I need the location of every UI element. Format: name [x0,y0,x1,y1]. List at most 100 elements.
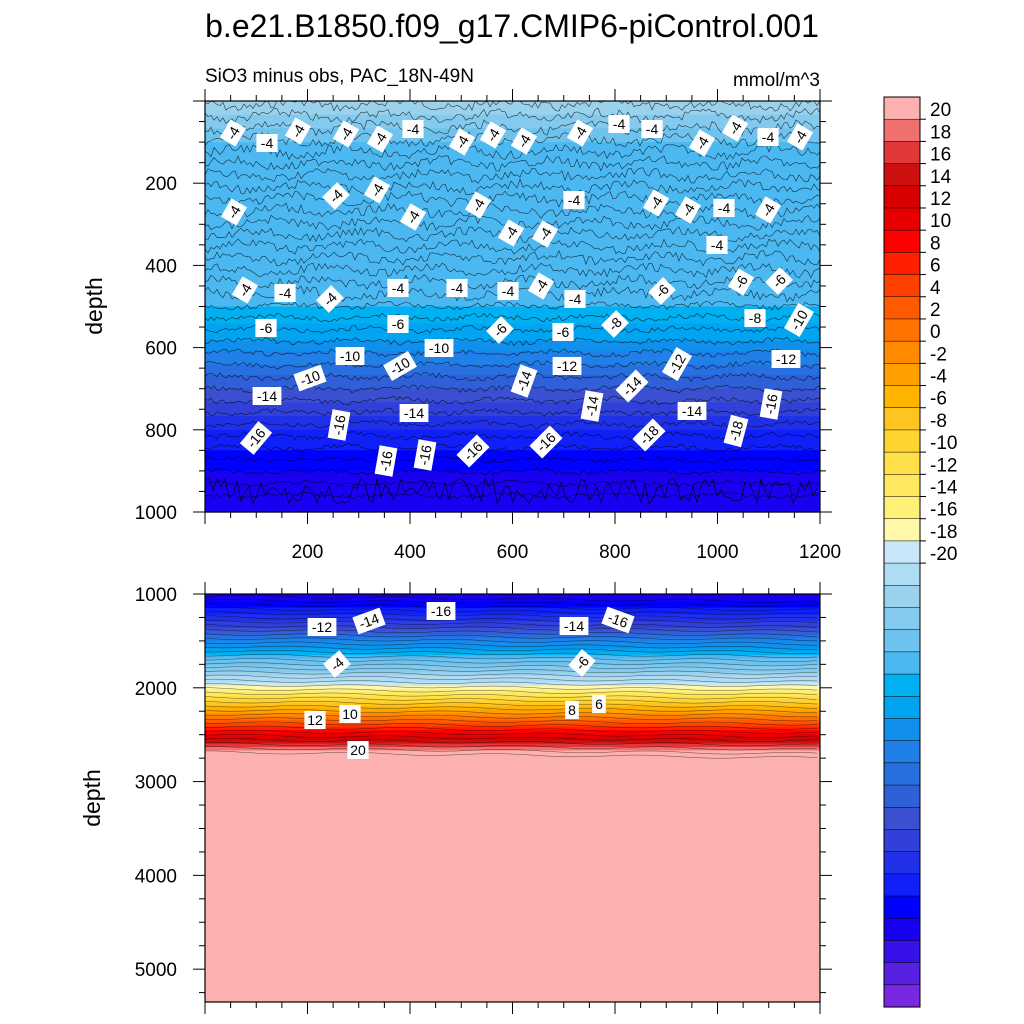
colorbar-box [883,385,921,409]
contour-label: -4 [231,276,259,304]
contour-label: -14 [352,607,386,635]
contour-band [205,505,820,510]
contour-label-text: -14 [513,369,535,394]
contour-line [204,696,818,705]
contour-band [205,777,820,782]
contour-band [205,750,820,755]
contour-band [205,255,820,260]
contour-label-box [374,445,398,477]
contour-label-text: -12 [557,358,577,374]
contour-line [204,709,818,718]
contour-band [205,477,820,482]
contour-band [205,166,820,171]
contour-label-box [662,347,692,381]
contour-line [204,348,821,358]
colorbar-label: -4 [930,367,947,388]
colorbar-box [883,585,921,609]
contour-label-box [632,418,666,452]
subtitle-left: SiO3 minus obs, PAC_18N-49N [205,66,474,87]
contour-label: -6 [486,316,514,344]
contour-label: -4 [220,198,248,226]
contour-label: -6 [765,267,793,295]
contour-label-box [510,364,538,398]
contour-label-box [568,649,596,677]
contour-band [205,879,820,884]
contour-line [204,301,821,311]
contour-band [205,392,820,397]
contour-band [205,460,820,465]
contour-line [204,190,821,208]
colorbar-box [883,318,921,342]
contour-line [204,705,818,714]
contour-band [205,347,820,352]
contour-band [205,852,820,857]
contour-band [205,893,820,898]
contour-band [205,268,820,273]
contour-label-text: -18 [726,419,747,443]
contour-band [205,651,820,656]
figure-title: b.e21.B1850.f09_g17.CMIP6-piControl.001 [205,8,819,44]
contour-label-text: -4 [718,200,731,216]
contour-band [205,138,820,143]
contour-label-box [255,319,277,337]
colorbar-box [883,873,921,897]
colorbar-box [883,673,921,697]
colorbar-box [883,895,921,919]
contour-band [205,196,820,201]
contour-label: -4 [608,115,630,133]
x-tick-label: 600 [497,542,529,563]
contour-band [205,998,820,1003]
contour-band [205,781,820,785]
contour-line [204,603,818,612]
contour-band [205,764,820,768]
contour-band [205,303,820,308]
colorbar-label: 0 [930,322,941,343]
contour-line [204,178,821,196]
contour-band [205,889,820,894]
contour-label: -16 [327,409,351,441]
contour-label-text: -6 [260,320,273,336]
colorbar-label: 14 [930,167,952,188]
contour-band [205,313,820,318]
contour-band [205,665,820,670]
contour-band [205,954,820,959]
contour-label-box [456,434,490,468]
contour-band [205,210,820,215]
contour-band [205,934,820,938]
contour-band [205,145,820,150]
contour-band [205,903,820,908]
colorbar-box [883,940,921,964]
contour-label-box [641,120,663,138]
contour-band [205,964,820,969]
contour-label-text: -12 [312,619,332,635]
x-tick-label: 400 [394,542,426,563]
contour-band [205,179,820,184]
contour-label: -4 [531,220,559,248]
contour-label-text: -6 [392,316,405,332]
contour-band [205,508,820,513]
contour-label: -4 [284,117,312,145]
contour-label-text: -14 [564,618,584,634]
contour-label-box [219,119,247,147]
contour-band [205,155,820,160]
contour-label-text: -14 [682,403,702,419]
contour-line [204,155,821,172]
contour-label: -4 [387,279,409,297]
contour-band [205,176,820,181]
contour-label: -4 [497,219,525,247]
contour-label: -6 [552,323,574,341]
contour-band [205,217,820,222]
contour-band [205,811,820,816]
contour-band [205,692,820,697]
y-tick-label: 5000 [135,960,177,981]
contour-line [204,131,821,148]
colorbar-label: -12 [930,455,957,476]
contour-label: -4 [641,120,663,138]
contour-band [205,433,820,438]
contour-label-box [335,347,365,365]
colorbar-frame [883,96,921,1008]
contour-label: -4 [256,134,278,152]
contour-label-box [648,277,676,305]
contour-label: -8 [601,310,629,338]
